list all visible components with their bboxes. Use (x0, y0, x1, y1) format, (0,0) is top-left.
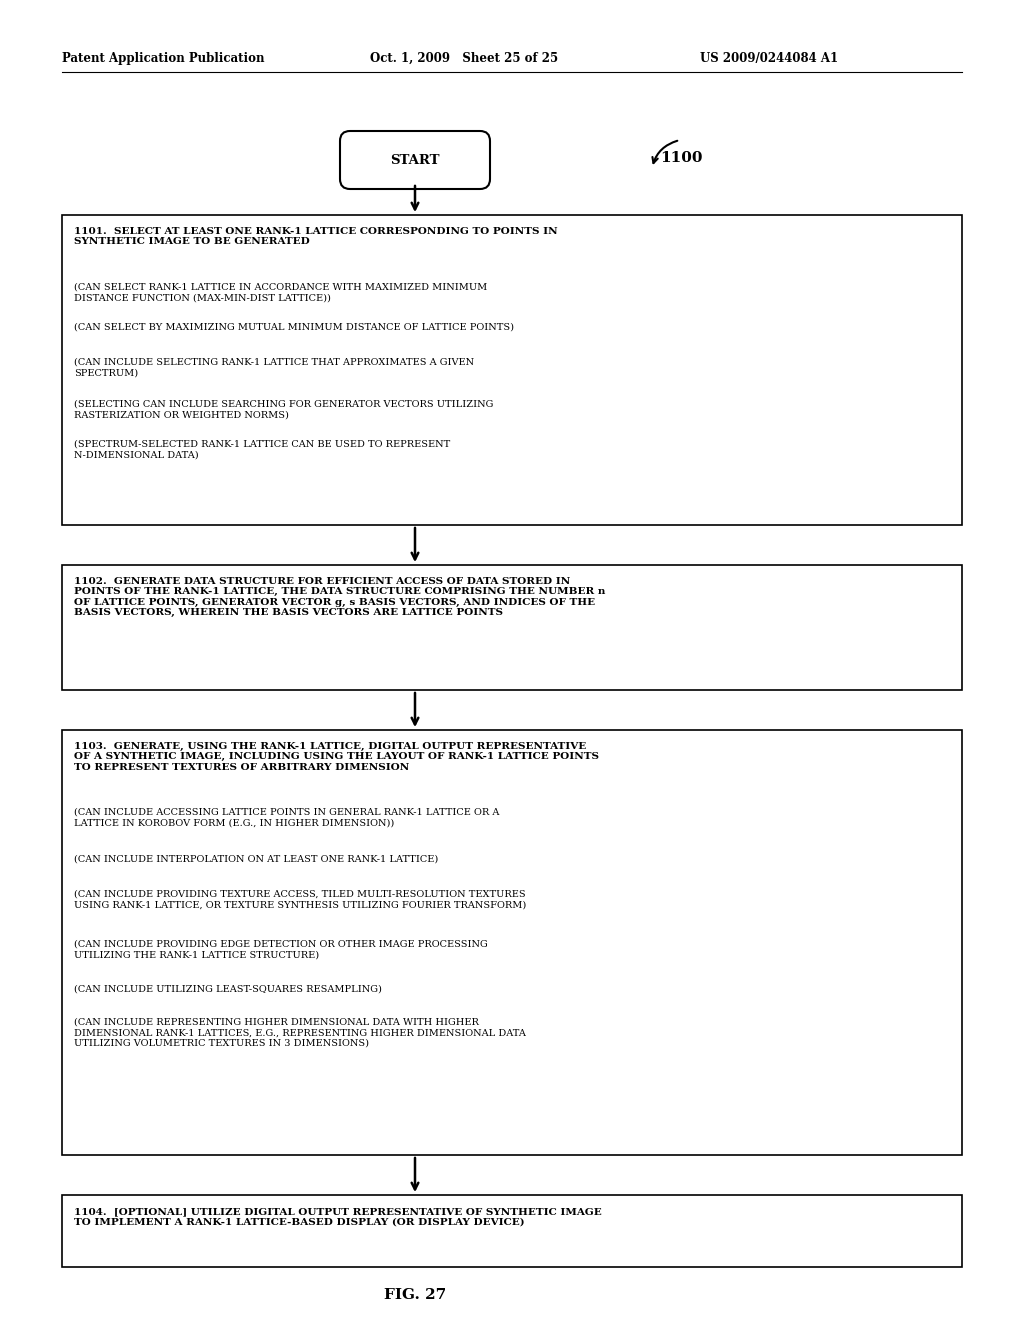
Text: US 2009/0244084 A1: US 2009/0244084 A1 (700, 51, 838, 65)
Text: 1103.  GENERATE, USING THE RANK-1 LATTICE, DIGITAL OUTPUT REPRESENTATIVE
OF A SY: 1103. GENERATE, USING THE RANK-1 LATTICE… (74, 742, 599, 772)
Text: (CAN SELECT RANK-1 LATTICE IN ACCORDANCE WITH MAXIMIZED MINIMUM
DISTANCE FUNCTIO: (CAN SELECT RANK-1 LATTICE IN ACCORDANCE… (74, 282, 487, 302)
Text: (CAN INCLUDE REPRESENTING HIGHER DIMENSIONAL DATA WITH HIGHER
DIMENSIONAL RANK-1: (CAN INCLUDE REPRESENTING HIGHER DIMENSI… (74, 1018, 526, 1048)
Text: (CAN INCLUDE UTILIZING LEAST-SQUARES RESAMPLING): (CAN INCLUDE UTILIZING LEAST-SQUARES RES… (74, 985, 382, 994)
Text: (SELECTING CAN INCLUDE SEARCHING FOR GENERATOR VECTORS UTILIZING
RASTERIZATION O: (SELECTING CAN INCLUDE SEARCHING FOR GEN… (74, 400, 494, 420)
Bar (62, 730, 962, 1155)
Bar (62, 1195, 962, 1267)
Bar (62, 215, 962, 525)
Text: 1102.  GENERATE DATA STRUCTURE FOR EFFICIENT ACCESS OF DATA STORED IN
POINTS OF : 1102. GENERATE DATA STRUCTURE FOR EFFICI… (74, 577, 605, 618)
FancyBboxPatch shape (340, 131, 490, 189)
Text: 1104.  [OPTIONAL] UTILIZE DIGITAL OUTPUT REPRESENTATIVE OF SYNTHETIC IMAGE
TO IM: 1104. [OPTIONAL] UTILIZE DIGITAL OUTPUT … (74, 1206, 602, 1226)
Text: Patent Application Publication: Patent Application Publication (62, 51, 264, 65)
Text: (CAN SELECT BY MAXIMIZING MUTUAL MINIMUM DISTANCE OF LATTICE POINTS): (CAN SELECT BY MAXIMIZING MUTUAL MINIMUM… (74, 323, 514, 333)
Text: (CAN INCLUDE PROVIDING EDGE DETECTION OR OTHER IMAGE PROCESSING
UTILIZING THE RA: (CAN INCLUDE PROVIDING EDGE DETECTION OR… (74, 940, 487, 960)
Text: START: START (390, 153, 439, 166)
Text: (CAN INCLUDE INTERPOLATION ON AT LEAST ONE RANK-1 LATTICE): (CAN INCLUDE INTERPOLATION ON AT LEAST O… (74, 855, 438, 865)
Text: (CAN INCLUDE PROVIDING TEXTURE ACCESS, TILED MULTI-RESOLUTION TEXTURES
USING RAN: (CAN INCLUDE PROVIDING TEXTURE ACCESS, T… (74, 890, 526, 909)
Text: (SPECTRUM-SELECTED RANK-1 LATTICE CAN BE USED TO REPRESENT
N-DIMENSIONAL DATA): (SPECTRUM-SELECTED RANK-1 LATTICE CAN BE… (74, 440, 451, 459)
Text: 1100: 1100 (660, 150, 702, 165)
Text: Oct. 1, 2009   Sheet 25 of 25: Oct. 1, 2009 Sheet 25 of 25 (370, 51, 558, 65)
Text: (CAN INCLUDE ACCESSING LATTICE POINTS IN GENERAL RANK-1 LATTICE OR A
LATTICE IN : (CAN INCLUDE ACCESSING LATTICE POINTS IN… (74, 808, 500, 828)
Text: FIG. 27: FIG. 27 (384, 1288, 446, 1302)
Bar (62, 565, 962, 690)
Text: 1101.  SELECT AT LEAST ONE RANK-1 LATTICE CORRESPONDING TO POINTS IN
SYNTHETIC I: 1101. SELECT AT LEAST ONE RANK-1 LATTICE… (74, 227, 558, 247)
Text: (CAN INCLUDE SELECTING RANK-1 LATTICE THAT APPROXIMATES A GIVEN
SPECTRUM): (CAN INCLUDE SELECTING RANK-1 LATTICE TH… (74, 358, 474, 378)
